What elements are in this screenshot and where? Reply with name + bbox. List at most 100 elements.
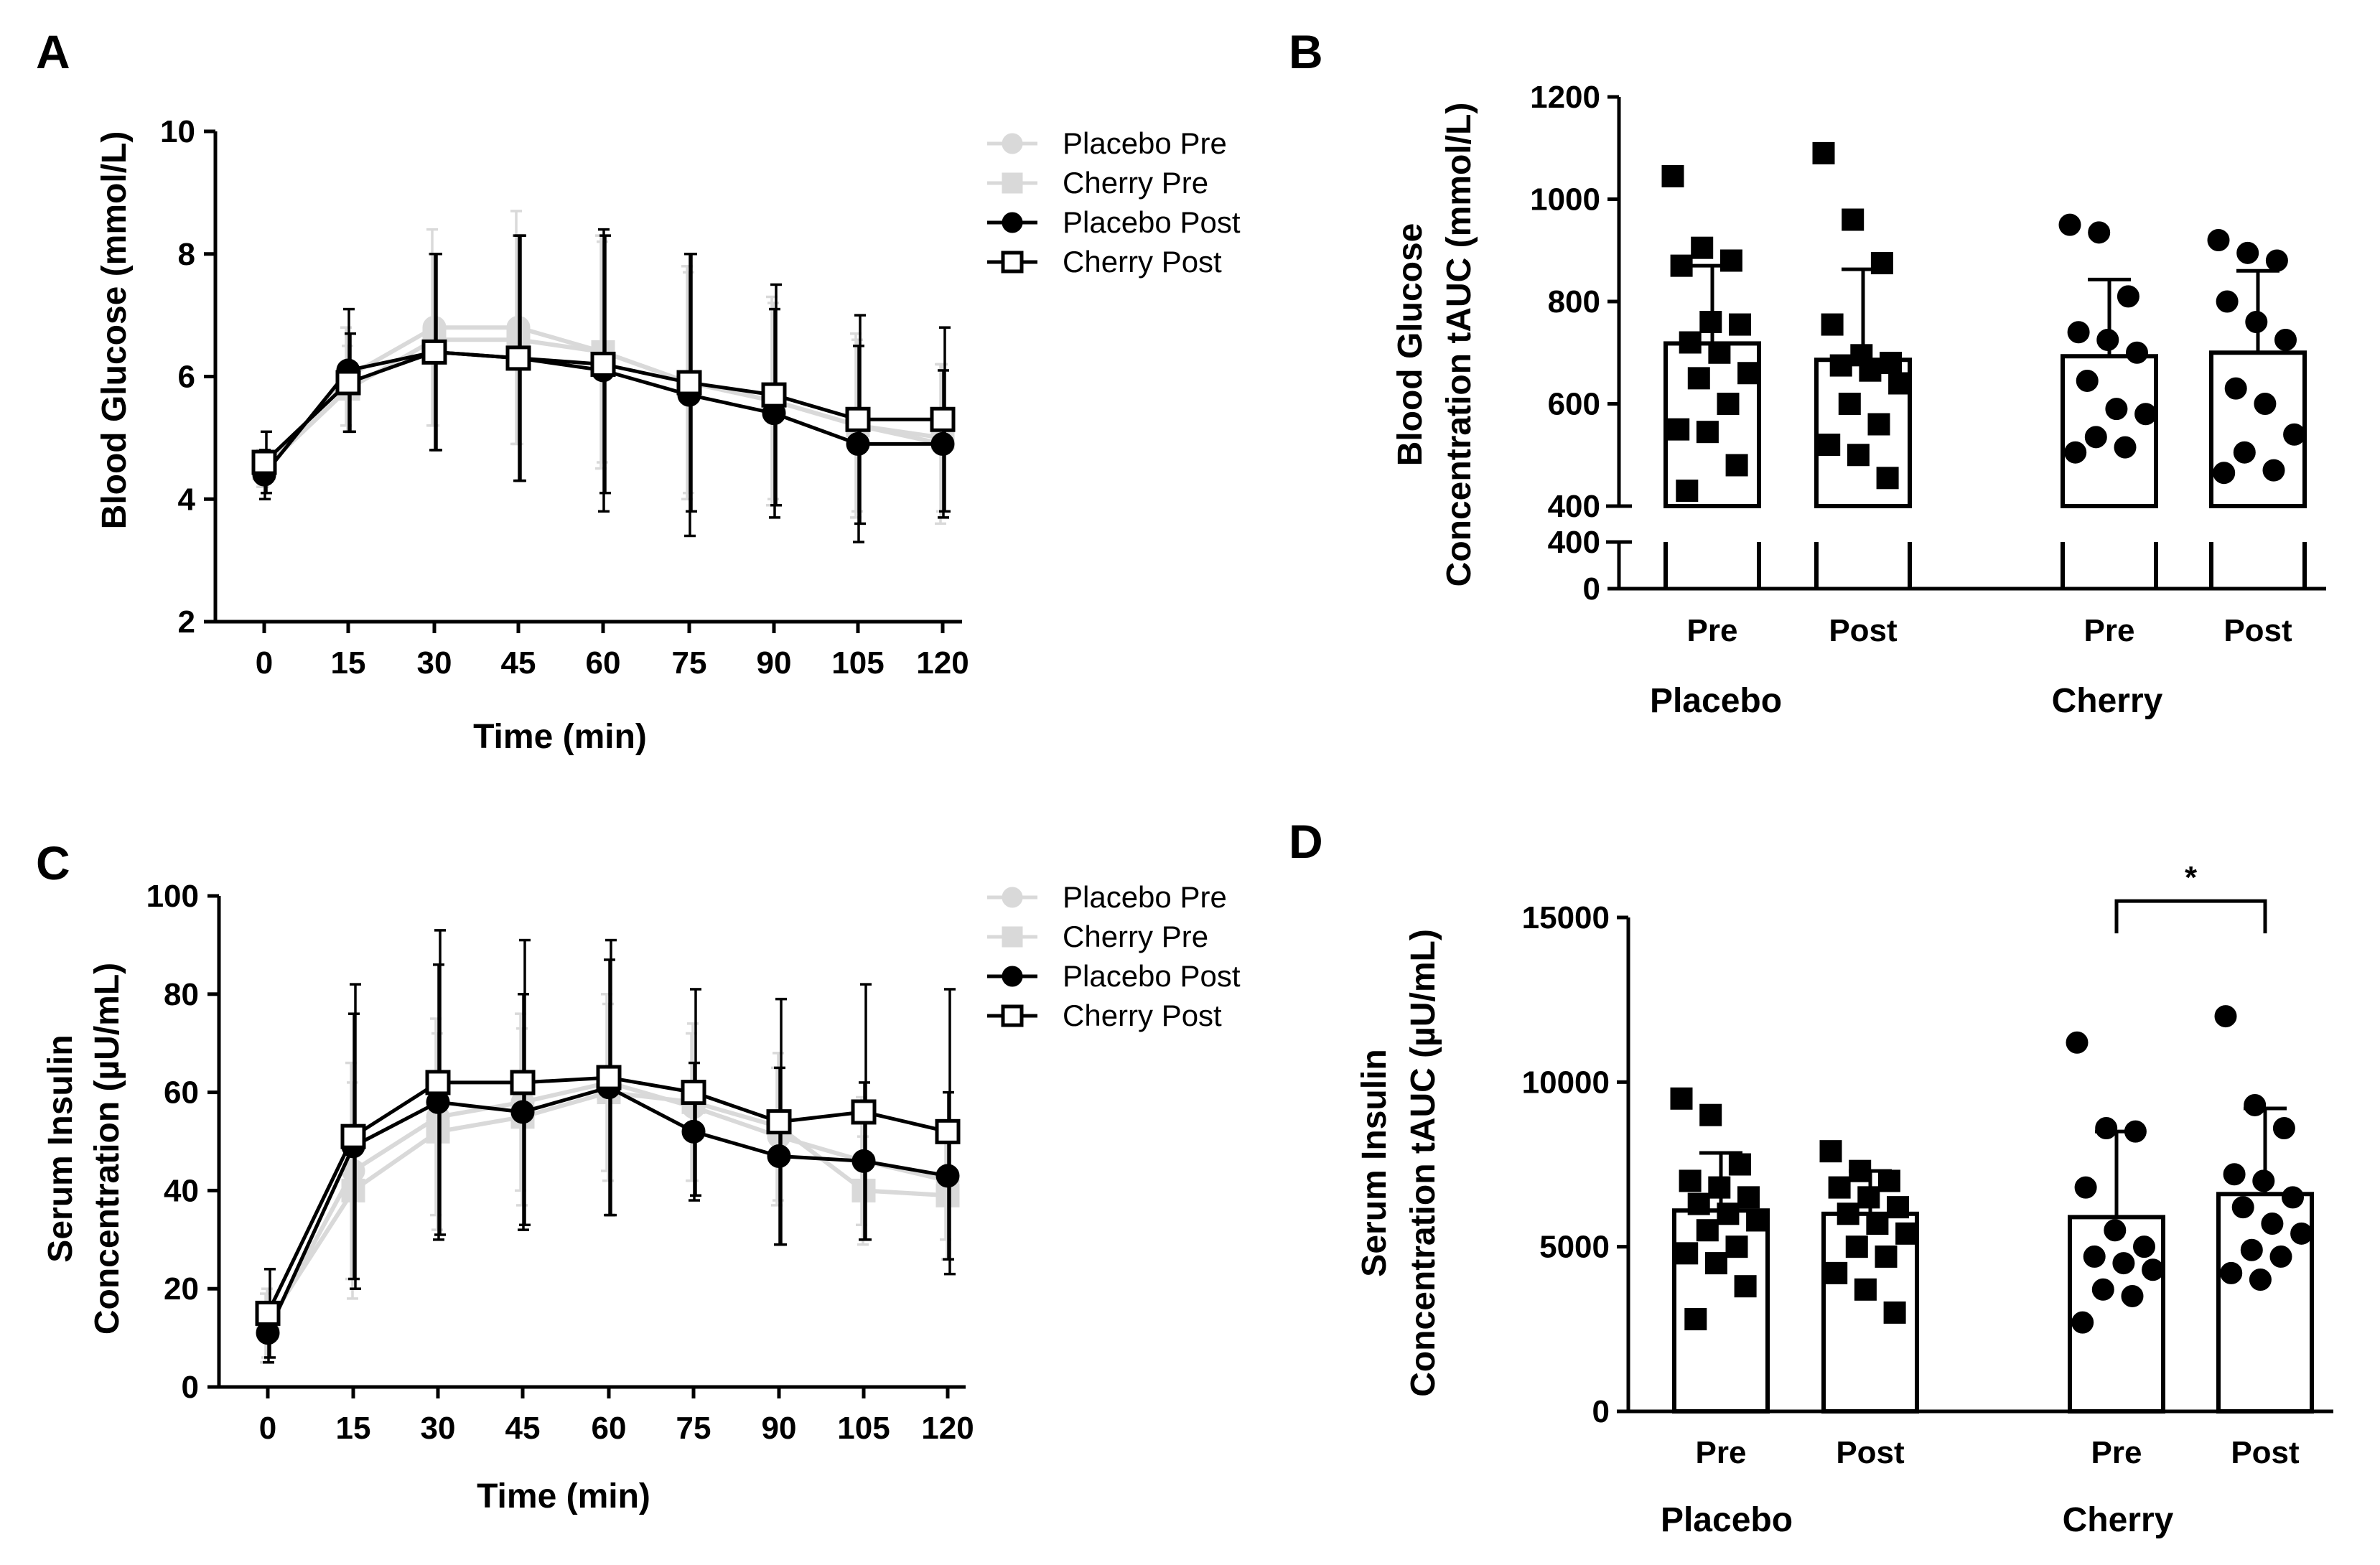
panel-a-data-point [930, 431, 955, 456]
panel-b-individual-point [2126, 341, 2148, 364]
panel-d-individual-point [1734, 1275, 1757, 1298]
panel-d-bar-group-0: Pre [1670, 1087, 1770, 1470]
panel-a-y-axis-title: Blood Glucose (mmol/L) [95, 131, 134, 530]
panel-c-y-axis-title-line-1: Serum Insulin [42, 1034, 80, 1262]
panel-d-individual-point [1828, 1176, 1851, 1199]
panel-d-individual-point [2142, 1258, 2165, 1281]
panel-c-legend-marker [1002, 887, 1023, 908]
panel-b-individual-point [1661, 164, 1684, 187]
panel-d-individual-point [1825, 1261, 1848, 1284]
panel-b-individual-point [2134, 403, 2157, 426]
panel-a-x-tick-label: 105 [831, 645, 884, 681]
panel-d-individual-point [2112, 1252, 2135, 1275]
panel-b-individual-point [2262, 459, 2285, 482]
panel-b-individual-point [1838, 393, 1861, 415]
panel-b-individual-point [2245, 311, 2268, 333]
panel-b-individual-point [2274, 328, 2297, 351]
panel-b-individual-point [1719, 249, 1742, 272]
panel-c-x-tick-label: 15 [336, 1411, 371, 1446]
panel-c-axes: 0 20 40 60 80 100 0 15 30 45 60 75 90 105 120 [146, 879, 974, 1446]
panel-c-legend-item: Placebo Pre [987, 880, 1227, 914]
panel-b-individual-point [1696, 421, 1719, 444]
panel-d-individual-point [2261, 1213, 2284, 1235]
panel-b-individual-point [1667, 418, 1690, 441]
panel-d-individual-point [2282, 1186, 2304, 1209]
panel-d-individual-point [2121, 1284, 2144, 1307]
panel-c-legend-label: Placebo Pre [1063, 880, 1227, 914]
panel-d-individual-point [1877, 1169, 1900, 1192]
panel-a-legend: Placebo Pre Cherry Pre Placebo Post Cherry … [987, 126, 1241, 279]
panel-d-individual-point [2095, 1117, 2118, 1140]
panel-d-individual-point [2074, 1176, 2097, 1199]
panel-c-legend-label: Placebo Post [1063, 959, 1241, 993]
panel-c-legend-marker [1002, 966, 1023, 987]
panel-a-data-point [335, 370, 361, 396]
panel-d-individual-point [2240, 1238, 2263, 1261]
panel-d-individual-point [1895, 1222, 1918, 1245]
panel-d-y-tick-label: 5000 [1539, 1230, 1610, 1265]
panel-d-y-tick-label: 10000 [1522, 1065, 1610, 1100]
panel-b-individual-point [2058, 213, 2081, 236]
panel-c-y-tick-label: 80 [164, 977, 199, 1012]
panel-a-plot-area [251, 210, 956, 543]
panel-d-individual-point [2223, 1163, 2246, 1186]
panel-b-individual-point [1888, 372, 1911, 395]
panel-d-category-label: Post [1836, 1435, 1905, 1470]
panel-c-data-point [681, 1119, 706, 1144]
panel-a-legend-label: Cherry Pre [1063, 166, 1208, 200]
panel-c-x-tick-label: 60 [592, 1411, 627, 1446]
panel-b-individual-point [2084, 426, 2107, 449]
panel-d-significance-star: * [2185, 860, 2198, 895]
panel-b-individual-point [1699, 311, 1722, 333]
panel-c-data-point [255, 1300, 281, 1326]
panel-b-y-axis-title-line-2: Concentration tAUC (mmol/L) [1440, 103, 1478, 587]
panel-c-data-point [935, 1164, 960, 1188]
panel-d-individual-point [1746, 1209, 1769, 1232]
panel-d-individual-point [1819, 1140, 1842, 1163]
panel-b-individual-point [2213, 462, 2236, 485]
panel-c-y-tick-label: 40 [164, 1173, 199, 1208]
panel-d-individual-point [1849, 1159, 1872, 1182]
panel-d-individual-point [1883, 1301, 1906, 1324]
panel-b-group-label-cherry: Cherry [2052, 682, 2163, 720]
panel-d-individual-point [1708, 1176, 1731, 1199]
panel-b-individual-point [2283, 423, 2306, 446]
panel-d-significance-bracket: * [2114, 860, 2267, 934]
panel-label-d: D [1289, 815, 1323, 868]
panel-b-individual-point [1676, 480, 1699, 503]
panel-d-category-label: Pre [1696, 1435, 1747, 1470]
panel-b-y-tick-label: 800 [1548, 284, 1600, 319]
panel-b-individual-point [1725, 454, 1748, 477]
panel-b-individual-point [1687, 367, 1710, 390]
panel-d-individual-point [2104, 1219, 2127, 1242]
panel-c-data-point [425, 1070, 451, 1096]
panel-a-data-point [761, 382, 787, 408]
panel-d-individual-point [1684, 1308, 1707, 1331]
panel-c-y-tick-label: 0 [182, 1370, 199, 1405]
panel-a-legend-marker [1002, 172, 1023, 194]
panel-c-data-point [510, 1100, 535, 1124]
panel-a-data-point [846, 431, 870, 456]
panel-a-x-tick-label: 0 [256, 645, 273, 681]
panel-a-data-point [930, 406, 956, 432]
panel-d-individual-point [1676, 1242, 1699, 1265]
panel-c-y-tick-label: 20 [164, 1271, 199, 1307]
panel-d-group-label-cherry: Cherry [2063, 1501, 2174, 1539]
panel-b-category-label: Post [1829, 613, 1898, 648]
panel-a-x-tick-label: 75 [672, 645, 707, 681]
panel-b-glucose-tauc: B Blood Glucose Concentration tAUC (mmol… [1289, 25, 2326, 720]
panel-b-individual-point [2265, 249, 2288, 272]
panel-b-individual-point [1812, 141, 1835, 164]
panel-b-individual-point [1829, 354, 1852, 377]
panel-d-y-axis-title-line-1: Serum Insulin [1355, 1049, 1394, 1276]
panel-b-individual-point [2076, 369, 2099, 392]
panel-d-individual-point [2249, 1269, 2272, 1291]
panel-c-x-tick-label: 75 [676, 1411, 711, 1446]
panel-a-series-cherry-post [251, 234, 956, 525]
panel-c-legend-label: Cherry Pre [1063, 920, 1208, 953]
panel-d-individual-point [1679, 1169, 1702, 1192]
panel-a-glucose-time-course: A Blood Glucose (mmol/L) Time (min) 2 4 6 8… [36, 25, 1241, 756]
panel-c-data-point [340, 1123, 366, 1149]
panel-b-individual-point [1821, 313, 1844, 336]
